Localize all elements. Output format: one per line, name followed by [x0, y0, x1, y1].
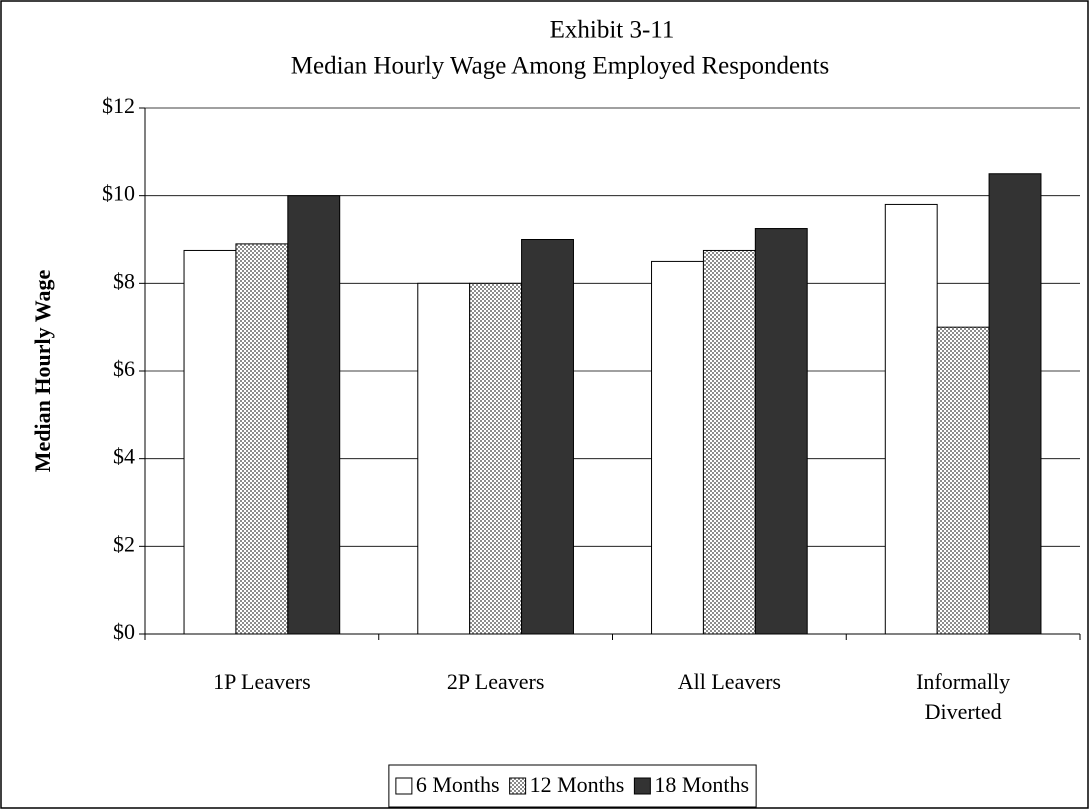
bar — [988, 173, 1042, 635]
bar — [936, 326, 990, 635]
y-tick-label: $8 — [113, 268, 135, 293]
bar — [235, 243, 289, 635]
bar — [754, 228, 808, 635]
bar — [884, 203, 938, 635]
legend-swatch — [509, 777, 527, 795]
legend-label: 12 Months — [530, 772, 625, 797]
y-tick-label: $12 — [102, 93, 135, 118]
y-tick-label: $2 — [113, 531, 135, 556]
bar — [183, 249, 237, 635]
bar — [651, 260, 704, 635]
bar — [521, 239, 574, 635]
bar — [702, 249, 756, 635]
legend-label: 6 Months — [416, 772, 500, 797]
x-tick-label: Informally Diverted — [916, 669, 1011, 724]
legend-swatch — [633, 777, 651, 795]
chart-title: Exhibit 3-11 — [550, 17, 675, 44]
y-tick-label: $0 — [113, 619, 135, 644]
chart-subtitle: Median Hourly Wage Among Employed Respon… — [291, 53, 829, 80]
y-tick-label: $4 — [113, 444, 135, 469]
bar — [287, 195, 341, 635]
bar — [417, 282, 471, 635]
legend-swatch — [395, 777, 413, 795]
legend-box — [388, 764, 757, 808]
x-tick-label: 1P Leavers — [213, 669, 311, 694]
y-tick-label: $6 — [113, 356, 135, 381]
y-tick-label: $10 — [102, 181, 135, 206]
x-tick-label: All Leavers — [677, 669, 781, 694]
legend-label: 18 Months — [654, 772, 749, 797]
x-tick-label: 2P Leavers — [446, 669, 545, 694]
y-axis-label: Median Hourly Wage — [30, 270, 55, 473]
bar — [469, 282, 523, 635]
